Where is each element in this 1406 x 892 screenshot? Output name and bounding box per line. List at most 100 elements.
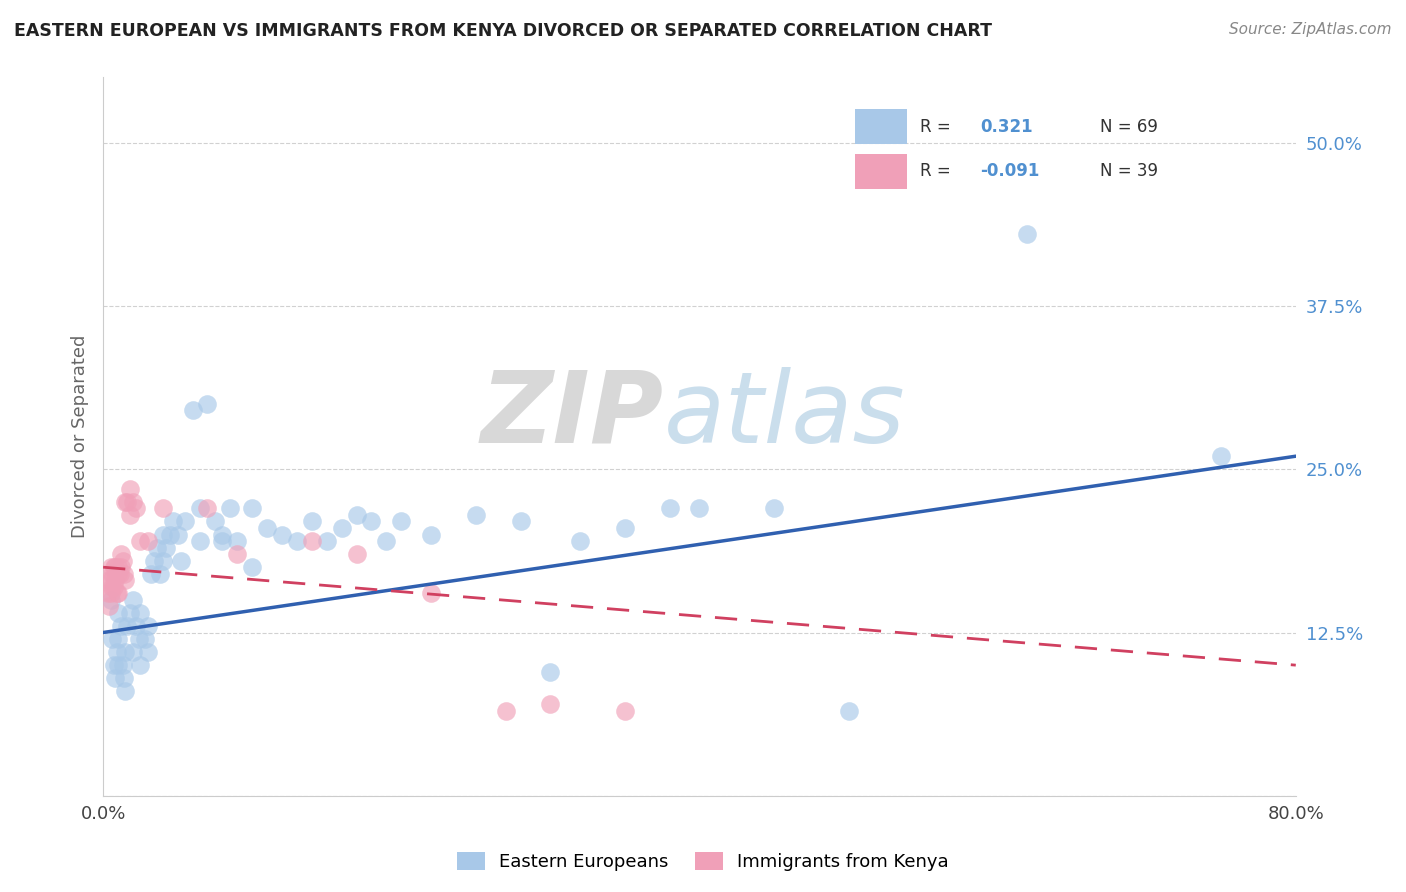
Point <box>569 534 592 549</box>
Y-axis label: Divorced or Separated: Divorced or Separated <box>72 334 89 538</box>
Point <box>495 704 517 718</box>
Point <box>346 547 368 561</box>
Text: EASTERN EUROPEAN VS IMMIGRANTS FROM KENYA DIVORCED OR SEPARATED CORRELATION CHAR: EASTERN EUROPEAN VS IMMIGRANTS FROM KENY… <box>14 22 993 40</box>
Point <box>110 547 132 561</box>
Point <box>389 515 412 529</box>
Point <box>240 560 263 574</box>
Point <box>226 547 249 561</box>
Point <box>152 527 174 541</box>
Point <box>129 606 152 620</box>
Point <box>122 592 145 607</box>
Point <box>136 534 159 549</box>
Point <box>103 560 125 574</box>
Point <box>197 397 219 411</box>
Point <box>688 501 710 516</box>
Point <box>114 495 136 509</box>
Point <box>162 515 184 529</box>
Point <box>136 645 159 659</box>
Point <box>188 501 211 516</box>
Point <box>226 534 249 549</box>
Point <box>104 671 127 685</box>
Point <box>118 606 141 620</box>
Point <box>125 501 148 516</box>
Point <box>142 554 165 568</box>
Point <box>100 560 122 574</box>
Point <box>98 574 121 588</box>
Point <box>107 560 129 574</box>
Point <box>97 586 120 600</box>
Point <box>1017 227 1039 242</box>
Point <box>301 515 323 529</box>
Point <box>111 658 134 673</box>
Point <box>136 619 159 633</box>
Point <box>1211 449 1233 463</box>
Point <box>104 574 127 588</box>
Point <box>114 574 136 588</box>
Point <box>301 534 323 549</box>
Point <box>110 560 132 574</box>
Point <box>658 501 681 516</box>
Text: atlas: atlas <box>664 367 905 464</box>
Point <box>107 658 129 673</box>
Point <box>197 501 219 516</box>
Point <box>98 599 121 614</box>
Legend: Eastern Europeans, Immigrants from Kenya: Eastern Europeans, Immigrants from Kenya <box>450 845 956 879</box>
Point <box>464 508 486 522</box>
Point <box>110 619 132 633</box>
Point <box>211 527 233 541</box>
Point <box>128 632 150 646</box>
Point <box>420 527 443 541</box>
Point <box>159 527 181 541</box>
Point <box>108 566 131 581</box>
Point <box>204 515 226 529</box>
Point <box>107 586 129 600</box>
Point <box>613 704 636 718</box>
Point <box>122 645 145 659</box>
Point <box>762 501 785 516</box>
Point <box>118 508 141 522</box>
Point <box>107 566 129 581</box>
Point <box>346 508 368 522</box>
Point <box>111 554 134 568</box>
Point <box>538 665 561 679</box>
Point <box>271 527 294 541</box>
Point <box>152 501 174 516</box>
Point <box>122 495 145 509</box>
Point <box>129 534 152 549</box>
Point <box>101 632 124 646</box>
Point <box>139 566 162 581</box>
Point <box>103 580 125 594</box>
Point <box>166 527 188 541</box>
Point <box>218 501 240 516</box>
Point <box>112 566 135 581</box>
Point <box>114 684 136 698</box>
Point <box>211 534 233 549</box>
Point <box>134 632 156 646</box>
Point <box>105 645 128 659</box>
Point <box>115 495 138 509</box>
Point <box>104 560 127 574</box>
Point <box>129 658 152 673</box>
Point <box>420 586 443 600</box>
Point <box>360 515 382 529</box>
Point <box>105 586 128 600</box>
Point <box>155 541 177 555</box>
Point <box>240 501 263 516</box>
Point <box>509 515 531 529</box>
Point <box>100 586 122 600</box>
Point <box>149 566 172 581</box>
Point <box>115 619 138 633</box>
Point <box>188 534 211 549</box>
Point <box>613 521 636 535</box>
Point <box>112 671 135 685</box>
Point <box>174 515 197 529</box>
Point <box>100 592 122 607</box>
Point <box>152 554 174 568</box>
Point <box>107 606 129 620</box>
Point <box>538 698 561 712</box>
Point <box>118 482 141 496</box>
Text: ZIP: ZIP <box>481 367 664 464</box>
Point <box>103 658 125 673</box>
Point <box>838 704 860 718</box>
Point <box>146 541 169 555</box>
